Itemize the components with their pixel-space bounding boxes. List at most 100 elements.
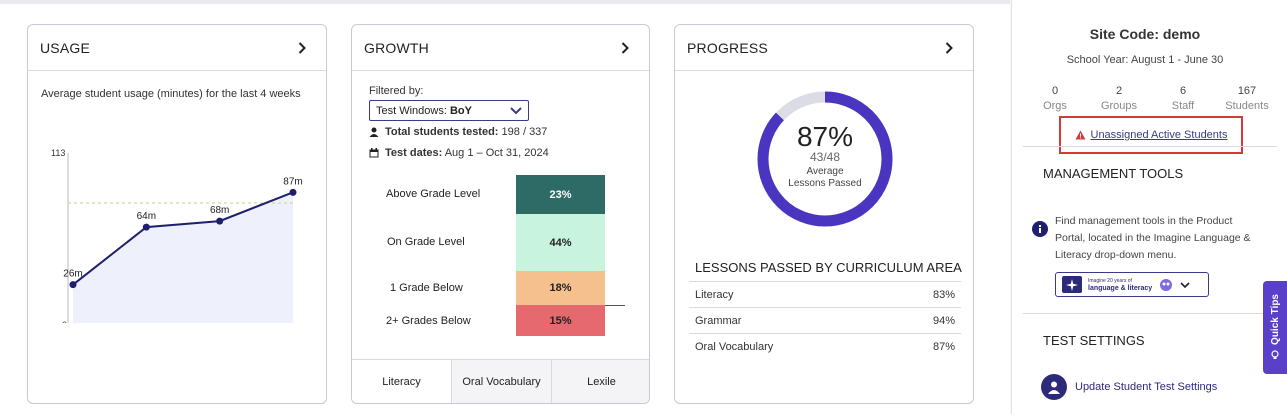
stat-value: 6: [1179, 85, 1187, 97]
students-value: 198 / 337: [501, 126, 548, 138]
unassigned-label: Unassigned Active Students: [1090, 129, 1228, 141]
warning-icon: [1075, 130, 1085, 140]
info-icon: [1032, 221, 1048, 237]
chevron-down-icon: [1180, 281, 1190, 288]
filter-label: Filtered by:: [369, 85, 424, 97]
data-point: [289, 188, 297, 196]
product-name: Imagine 20 years of language & literacy: [1088, 277, 1152, 293]
site-stats: 0 Orgs 2 Groups 6 Staff 167 Students: [1024, 85, 1278, 112]
lesson-area: Literacy: [695, 288, 734, 301]
progress-header: PROGRESS: [675, 25, 973, 71]
usage-chart: 26m64m68m87m11303/103/31: [51, 148, 303, 323]
growth-title: GROWTH: [364, 39, 429, 56]
right-sidebar: Site Code: demo School Year: August 1 - …: [1011, 0, 1287, 414]
table-row: Literacy 83%: [689, 281, 961, 307]
level-value-above: 23%: [549, 188, 572, 201]
progress-ring-arc: [757, 91, 893, 227]
growth-card: GROWTH Filtered by: Test Windows: BoY To…: [351, 24, 650, 404]
tab-oral-vocabulary[interactable]: Oral Vocabulary: [451, 360, 551, 403]
chevron-right-icon[interactable]: [939, 38, 959, 58]
test-dates: Test dates: Aug 1 – Oct 31, 2024: [369, 147, 549, 159]
lessons-table: Literacy 83% Grammar 94% Oral Vocabulary…: [689, 281, 961, 359]
product-line1: Imagine 20 years of: [1088, 277, 1132, 284]
level-value-on: 44%: [549, 236, 572, 249]
data-label: 26m: [63, 269, 82, 280]
chevron-right-icon[interactable]: [292, 38, 312, 58]
stat-value: 0: [1051, 85, 1059, 97]
progress-card: PROGRESS 87% 43/48 Average Lessons Passe…: [674, 24, 974, 404]
dates-value: Aug 1 – Oct 31, 2024: [444, 147, 549, 159]
quick-tips-label: Quick Tips: [1269, 294, 1281, 345]
product-dropdown-button[interactable]: Imagine 20 years of language & literacy: [1055, 272, 1209, 297]
user-icon: [369, 127, 379, 137]
stat-students: 167 Students: [1216, 85, 1278, 112]
select-value: BoY: [449, 104, 472, 117]
level-bar-2-below: 15%: [516, 305, 605, 336]
stat-label: Orgs: [1043, 100, 1067, 112]
management-tools-title: MANAGEMENT TOOLS: [1043, 166, 1184, 181]
level-bar-above: 23%: [516, 175, 605, 214]
progress-ring: [757, 91, 893, 227]
lessons-passed-title: LESSONS PASSED BY CURRICULUM AREA: [695, 260, 962, 275]
calendar-icon: [369, 148, 379, 158]
lesson-pct: 83%: [932, 288, 955, 301]
level-bar-1-below: 18%: [516, 271, 605, 305]
students-label: Total students tested:: [385, 126, 499, 138]
school-year: School Year: August 1 - June 30: [1066, 54, 1224, 66]
usage-title: USAGE: [40, 39, 91, 56]
test-window-select[interactable]: Test Windows: BoY: [369, 100, 529, 121]
students-tested: Total students tested: 198 / 337: [369, 126, 547, 138]
lesson-area: Grammar: [695, 314, 742, 327]
level-label-2-below: 2+ Grades Below: [386, 315, 471, 327]
chevron-right-icon[interactable]: [615, 38, 635, 58]
stat-staff: 6 Staff: [1152, 85, 1214, 112]
level-value-2-below: 15%: [549, 314, 572, 327]
top-border: [0, 0, 1010, 4]
level-value-1-below: 18%: [549, 282, 572, 294]
stat-orgs: 0 Orgs: [1024, 85, 1086, 112]
table-row: Oral Vocabulary 87%: [689, 333, 961, 359]
progress-fraction: 43/48: [809, 150, 841, 164]
stat-label: Staff: [1171, 100, 1195, 112]
caption-line2: Lessons Passed: [788, 178, 862, 189]
growth-tabs: Literacy Oral Vocabulary Lexile: [352, 359, 649, 403]
quick-tips-button[interactable]: Quick Tips: [1263, 281, 1287, 374]
divider: [1023, 313, 1277, 314]
level-label-above: Above Grade Level: [386, 188, 481, 200]
stat-value: 167: [1237, 85, 1257, 97]
user-icon: [1041, 374, 1067, 400]
data-point: [216, 217, 224, 225]
update-test-settings-link[interactable]: Update Student Test Settings: [1041, 374, 1217, 400]
data-point: [69, 281, 77, 289]
level-label-on: On Grade Level: [387, 236, 465, 248]
sparkle-icon: [1062, 276, 1082, 293]
chevron-down-icon: [510, 106, 522, 114]
chart-area: [73, 192, 293, 323]
progress-percent: 87%: [796, 121, 854, 152]
management-tools-text: Find management tools in the Product Por…: [1055, 215, 1251, 261]
stat-label: Groups: [1100, 100, 1138, 112]
stat-label: Students: [1225, 100, 1269, 112]
lightbulb-icon: [1271, 350, 1279, 359]
level-bar-on: 44%: [516, 214, 605, 271]
divider: [1023, 146, 1277, 147]
tab-literacy[interactable]: Literacy: [352, 360, 451, 403]
product-line2: language & literacy: [1088, 284, 1153, 292]
lesson-area: Oral Vocabulary: [695, 340, 774, 353]
tab-lexile[interactable]: Lexile: [551, 360, 649, 403]
dates-label: Test dates:: [385, 147, 443, 159]
growth-header: GROWTH: [352, 25, 649, 71]
stat-value: 2: [1115, 85, 1123, 97]
level-label-1-below: 1 Grade Below: [390, 282, 463, 294]
table-row: Grammar 94%: [689, 307, 961, 333]
usage-card: USAGE Average student usage (minutes) fo…: [27, 24, 327, 404]
caption-line1: Average: [806, 166, 844, 177]
y-tick-label: 113: [51, 148, 65, 158]
data-label: 87m: [283, 176, 302, 187]
select-prefix: Test Windows:: [376, 104, 450, 117]
unassigned-students-link[interactable]: Unassigned Active Students: [1059, 116, 1243, 154]
lesson-pct: 94%: [932, 314, 955, 327]
data-label: 68m: [210, 205, 229, 216]
series-line: [72, 191, 294, 286]
usage-header: USAGE: [28, 25, 326, 71]
